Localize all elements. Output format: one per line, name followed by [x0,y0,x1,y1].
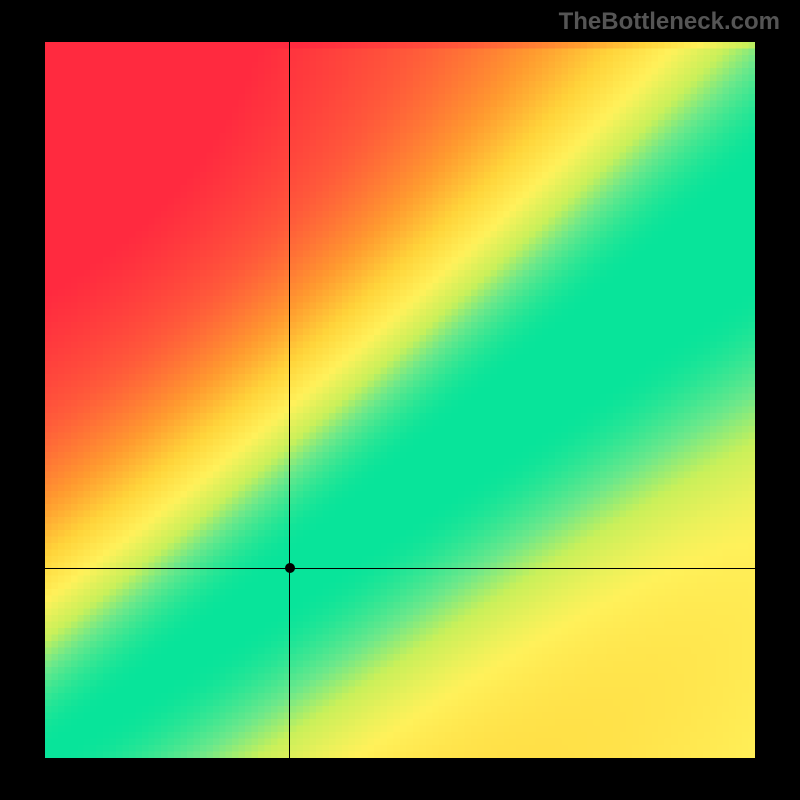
crosshair-vertical [289,42,290,758]
heatmap-plot [45,42,755,758]
watermark-text: TheBottleneck.com [559,8,780,36]
chart-container: TheBottleneck.com [0,0,800,800]
crosshair-marker [285,563,295,573]
heatmap-canvas [45,42,755,758]
crosshair-horizontal [45,568,755,569]
